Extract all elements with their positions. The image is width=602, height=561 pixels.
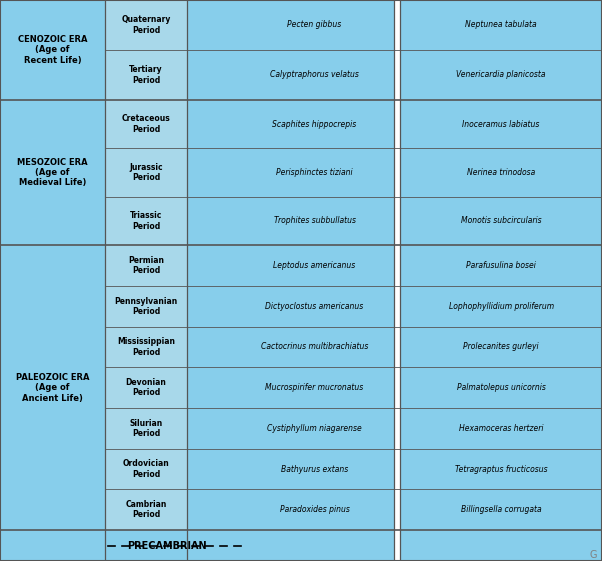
Text: Cystiphyllum niagarense: Cystiphyllum niagarense bbox=[267, 424, 362, 433]
Text: Neptunea tabulata: Neptunea tabulata bbox=[465, 20, 537, 30]
Text: CENOZOIC ERA
(Age of
Recent Life): CENOZOIC ERA (Age of Recent Life) bbox=[18, 35, 87, 65]
Text: Scaphites hippocrepis: Scaphites hippocrepis bbox=[273, 119, 356, 128]
Text: Devonian
Period: Devonian Period bbox=[126, 378, 166, 397]
Text: Cretaceous
Period: Cretaceous Period bbox=[122, 114, 170, 134]
Bar bbox=[105, 0, 187, 530]
Text: Ordovician
Period: Ordovician Period bbox=[123, 459, 169, 479]
Text: Cambrian
Period: Cambrian Period bbox=[125, 500, 167, 519]
Text: Pecten gibbus: Pecten gibbus bbox=[287, 20, 342, 30]
Text: Prolecanites gurleyi: Prolecanites gurleyi bbox=[464, 342, 539, 351]
Text: Lophophyllidium proliferum: Lophophyllidium proliferum bbox=[448, 302, 554, 311]
Text: Parafusulina bosei: Parafusulina bosei bbox=[466, 261, 536, 270]
Text: Quaternary
Period: Quaternary Period bbox=[121, 15, 171, 35]
Text: Hexamoceras hertzeri: Hexamoceras hertzeri bbox=[459, 424, 544, 433]
Text: Billingsella corrugata: Billingsella corrugata bbox=[461, 505, 541, 514]
Text: Dictyoclostus americanus: Dictyoclostus americanus bbox=[265, 302, 364, 311]
Text: Inoceramus labiatus: Inoceramus labiatus bbox=[462, 119, 540, 128]
Text: Tetragraptus fructicosus: Tetragraptus fructicosus bbox=[455, 465, 547, 473]
Text: PALEOZOIC ERA
(Age of
Ancient Life): PALEOZOIC ERA (Age of Ancient Life) bbox=[16, 373, 90, 403]
Text: G: G bbox=[590, 550, 597, 560]
Text: Mississippian
Period: Mississippian Period bbox=[117, 337, 175, 357]
Text: Triassic
Period: Triassic Period bbox=[130, 211, 162, 231]
Bar bbox=[394, 0, 400, 561]
Text: Mucrospirifer mucronatus: Mucrospirifer mucronatus bbox=[265, 383, 364, 392]
Text: MESOZOIC ERA
(Age of
Medieval Life): MESOZOIC ERA (Age of Medieval Life) bbox=[17, 158, 88, 187]
Text: Paradoxides pinus: Paradoxides pinus bbox=[279, 505, 350, 514]
Text: Perisphinctes tiziani: Perisphinctes tiziani bbox=[276, 168, 353, 177]
Text: Nerinea trinodosa: Nerinea trinodosa bbox=[467, 168, 535, 177]
Text: Palmatolepus unicornis: Palmatolepus unicornis bbox=[457, 383, 545, 392]
Text: Bathyurus extans: Bathyurus extans bbox=[281, 465, 348, 473]
Text: Tertiary
Period: Tertiary Period bbox=[129, 65, 163, 85]
Text: Silurian
Period: Silurian Period bbox=[129, 419, 163, 438]
Text: Pennsylvanian
Period: Pennsylvanian Period bbox=[114, 297, 178, 316]
Text: PRECAMBRIAN: PRECAMBRIAN bbox=[127, 541, 207, 550]
Text: Trophites subbullatus: Trophites subbullatus bbox=[273, 217, 356, 226]
Text: Leptodus americanus: Leptodus americanus bbox=[273, 261, 356, 270]
Text: Calyptraphorus velatus: Calyptraphorus velatus bbox=[270, 70, 359, 80]
Text: Venericardia planicosta: Venericardia planicosta bbox=[456, 70, 546, 80]
Text: Cactocrinus multibrachiatus: Cactocrinus multibrachiatus bbox=[261, 342, 368, 351]
Text: Jurassic
Period: Jurassic Period bbox=[129, 163, 163, 182]
Text: Permian
Period: Permian Period bbox=[128, 256, 164, 275]
Text: Monotis subcircularis: Monotis subcircularis bbox=[461, 217, 541, 226]
